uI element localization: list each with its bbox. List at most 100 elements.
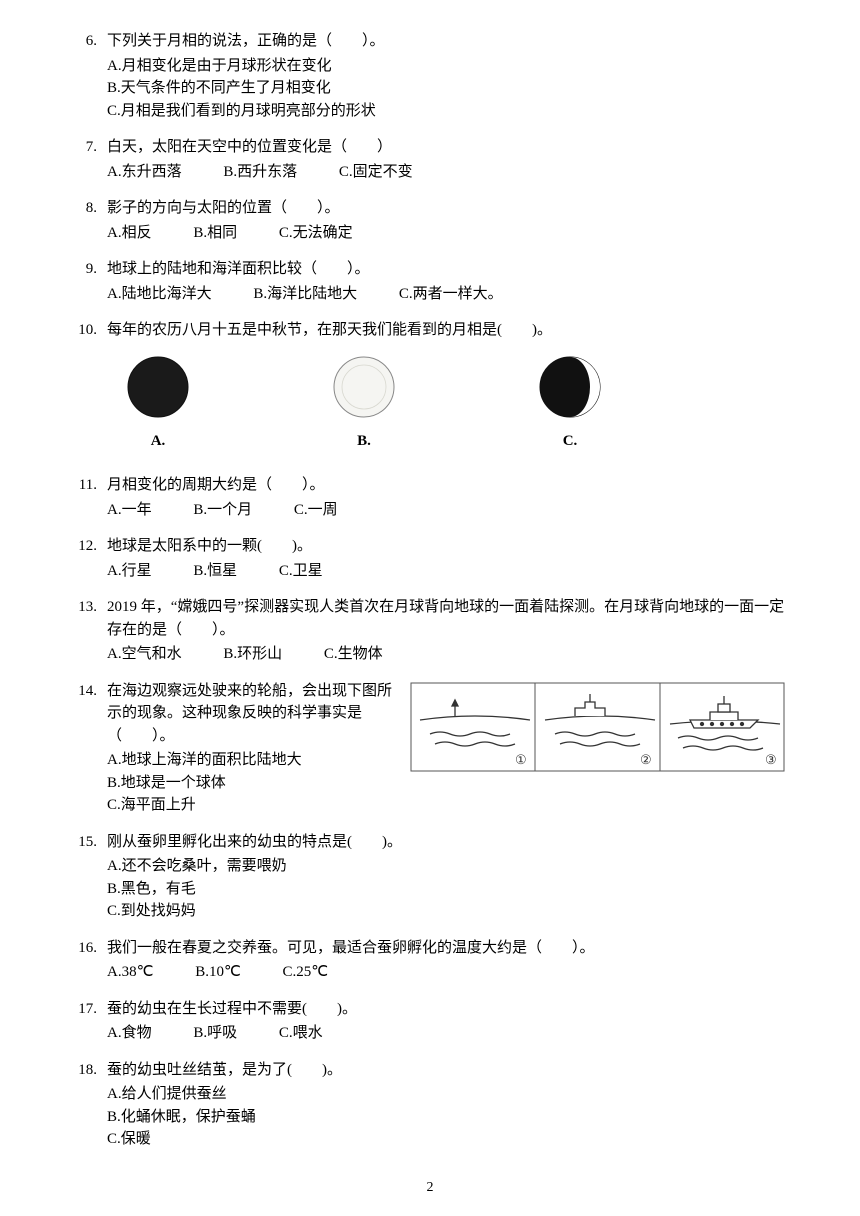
question-stem: 我们一般在春夏之交养蚕。可见，最适合蚕卵孵化的温度大约是（ ）。 bbox=[107, 937, 785, 960]
question-stem: 每年的农历八月十五是中秋节，在那天我们能看到的月相是( )。 bbox=[107, 319, 785, 342]
option-a: A.月相变化是由于月球形状在变化 bbox=[107, 55, 785, 78]
question-body: 我们一般在春夏之交养蚕。可见，最适合蚕卵孵化的温度大约是（ ）。 A.38℃ B… bbox=[107, 937, 785, 984]
options: A.食物 B.呼吸 C.喂水 bbox=[107, 1022, 785, 1045]
question-body: 下列关于月相的说法，正确的是（ ）。 A.月相变化是由于月球形状在变化 B.天气… bbox=[107, 30, 785, 122]
question-7: 7. 白天，太阳在天空中的位置变化是（ ） A.东升西落 B.西升东落 C.固定… bbox=[75, 136, 785, 183]
question-body: 地球是太阳系中的一颗( )。 A.行星 B.恒星 C.卫星 bbox=[107, 535, 785, 582]
moon-new-icon bbox=[125, 354, 191, 420]
option-a: A.东升西落 bbox=[107, 161, 182, 184]
question-body: 每年的农历八月十五是中秋节，在那天我们能看到的月相是( )。 A. B. bbox=[107, 319, 785, 460]
options: A.还不会吃桑叶，需要喂奶 B.黑色，有毛 C.到处找妈妈 bbox=[107, 855, 785, 923]
options: A.给人们提供蚕丝 B.化蛹休眠，保护蚕蛹 C.保暖 bbox=[107, 1083, 785, 1151]
options: A.陆地比海洋大 B.海洋比陆地大 C.两者一样大。 bbox=[107, 283, 785, 306]
ship-horizon-figure: ① ② bbox=[410, 682, 785, 772]
moon-full-icon bbox=[331, 354, 397, 420]
question-stem: 地球是太阳系中的一颗( )。 bbox=[107, 535, 785, 558]
option-c: C.月相是我们看到的月球明亮部分的形状 bbox=[107, 100, 785, 123]
question-9: 9. 地球上的陆地和海洋面积比较（ ）。 A.陆地比海洋大 B.海洋比陆地大 C… bbox=[75, 258, 785, 305]
question-stem: 蚕的幼虫在生长过程中不需要( )。 bbox=[107, 998, 785, 1021]
question-10: 10. 每年的农历八月十五是中秋节，在那天我们能看到的月相是( )。 A. B. bbox=[75, 319, 785, 460]
option-b: B.天气条件的不同产生了月相变化 bbox=[107, 77, 785, 100]
option-b: B.西升东落 bbox=[223, 161, 297, 184]
panel-label-3: ③ bbox=[765, 752, 777, 767]
question-14: 14. ① ② bbox=[75, 680, 785, 817]
options: A.相反 B.相同 C.无法确定 bbox=[107, 222, 785, 245]
option-c: C.生物体 bbox=[324, 643, 383, 666]
question-number: 10. bbox=[75, 319, 107, 460]
question-13: 13. 2019 年，“嫦娥四号”探测器实现人类首次在月球背向地球的一面着陆探测… bbox=[75, 596, 785, 666]
question-stem: 蚕的幼虫吐丝结茧，是为了( )。 bbox=[107, 1059, 785, 1082]
options: A.一年 B.一个月 C.一周 bbox=[107, 499, 785, 522]
options: A.38℃ B.10℃ C.25℃ bbox=[107, 961, 785, 984]
question-body: 影子的方向与太阳的位置（ ）。 A.相反 B.相同 C.无法确定 bbox=[107, 197, 785, 244]
option-a: A.还不会吃桑叶，需要喂奶 bbox=[107, 855, 785, 878]
option-a: A.空气和水 bbox=[107, 643, 182, 666]
option-b: B.一个月 bbox=[193, 499, 252, 522]
question-number: 18. bbox=[75, 1059, 107, 1151]
option-b: B.地球是一个球体 bbox=[107, 772, 785, 795]
question-stem: 刚从蚕卵里孵化出来的幼虫的特点是( )。 bbox=[107, 831, 785, 854]
question-stem: 白天，太阳在天空中的位置变化是（ ） bbox=[107, 136, 785, 159]
moon-crescent-icon bbox=[537, 354, 603, 420]
option-a: A.行星 bbox=[107, 560, 152, 583]
question-number: 16. bbox=[75, 937, 107, 984]
option-c: C.两者一样大。 bbox=[399, 283, 503, 306]
question-number: 15. bbox=[75, 831, 107, 923]
moon-phase-options: A. B. C. bbox=[125, 354, 785, 453]
options: A.行星 B.恒星 C.卫星 bbox=[107, 560, 785, 583]
moon-option-c: C. bbox=[537, 354, 603, 453]
question-number: 12. bbox=[75, 535, 107, 582]
question-body: 月相变化的周期大约是（ ）。 A.一年 B.一个月 C.一周 bbox=[107, 474, 785, 521]
question-number: 13. bbox=[75, 596, 107, 666]
option-b: B.海洋比陆地大 bbox=[253, 283, 357, 306]
question-stem: 月相变化的周期大约是（ ）。 bbox=[107, 474, 785, 497]
option-c: C.海平面上升 bbox=[107, 794, 785, 817]
question-number: 7. bbox=[75, 136, 107, 183]
question-number: 17. bbox=[75, 998, 107, 1045]
option-c: C.25℃ bbox=[283, 961, 329, 984]
option-label-b: B. bbox=[331, 430, 397, 453]
option-b: B.呼吸 bbox=[193, 1022, 237, 1045]
question-stem: 2019 年，“嫦娥四号”探测器实现人类首次在月球背向地球的一面着陆探测。在月球… bbox=[107, 596, 785, 641]
option-b: B.环形山 bbox=[223, 643, 282, 666]
moon-option-a: A. bbox=[125, 354, 191, 453]
question-6: 6. 下列关于月相的说法，正确的是（ ）。 A.月相变化是由于月球形状在变化 B… bbox=[75, 30, 785, 122]
option-b: B.恒星 bbox=[193, 560, 237, 583]
question-stem: 影子的方向与太阳的位置（ ）。 bbox=[107, 197, 785, 220]
options: A.月相变化是由于月球形状在变化 B.天气条件的不同产生了月相变化 C.月相是我… bbox=[107, 55, 785, 123]
option-label-a: A. bbox=[125, 430, 191, 453]
option-b: B.化蛹休眠，保护蚕蛹 bbox=[107, 1106, 785, 1129]
option-c: C.一周 bbox=[294, 499, 338, 522]
moon-option-b: B. bbox=[331, 354, 397, 453]
question-number: 8. bbox=[75, 197, 107, 244]
question-11: 11. 月相变化的周期大约是（ ）。 A.一年 B.一个月 C.一周 bbox=[75, 474, 785, 521]
question-body: 2019 年，“嫦娥四号”探测器实现人类首次在月球背向地球的一面着陆探测。在月球… bbox=[107, 596, 785, 666]
question-stem: 下列关于月相的说法，正确的是（ ）。 bbox=[107, 30, 785, 53]
option-c: C.无法确定 bbox=[279, 222, 353, 245]
option-b: B.黑色，有毛 bbox=[107, 878, 785, 901]
option-c: C.喂水 bbox=[279, 1022, 323, 1045]
option-a: A.一年 bbox=[107, 499, 152, 522]
question-stem: 地球上的陆地和海洋面积比较（ ）。 bbox=[107, 258, 785, 281]
option-c: C.保暖 bbox=[107, 1128, 785, 1151]
question-8: 8. 影子的方向与太阳的位置（ ）。 A.相反 B.相同 C.无法确定 bbox=[75, 197, 785, 244]
option-c: C.固定不变 bbox=[339, 161, 413, 184]
question-number: 9. bbox=[75, 258, 107, 305]
panel-label-2: ② bbox=[640, 752, 652, 767]
question-16: 16. 我们一般在春夏之交养蚕。可见，最适合蚕卵孵化的温度大约是（ ）。 A.3… bbox=[75, 937, 785, 984]
option-c: C.到处找妈妈 bbox=[107, 900, 785, 923]
question-body: 蚕的幼虫在生长过程中不需要( )。 A.食物 B.呼吸 C.喂水 bbox=[107, 998, 785, 1045]
question-body: 白天，太阳在天空中的位置变化是（ ） A.东升西落 B.西升东落 C.固定不变 bbox=[107, 136, 785, 183]
question-17: 17. 蚕的幼虫在生长过程中不需要( )。 A.食物 B.呼吸 C.喂水 bbox=[75, 998, 785, 1045]
question-18: 18. 蚕的幼虫吐丝结茧，是为了( )。 A.给人们提供蚕丝 B.化蛹休眠，保护… bbox=[75, 1059, 785, 1151]
option-a: A.陆地比海洋大 bbox=[107, 283, 212, 306]
option-a: A.38℃ bbox=[107, 961, 153, 984]
question-number: 14. bbox=[75, 680, 107, 817]
option-c: C.卫星 bbox=[279, 560, 323, 583]
question-number: 11. bbox=[75, 474, 107, 521]
question-15: 15. 刚从蚕卵里孵化出来的幼虫的特点是( )。 A.还不会吃桑叶，需要喂奶 B… bbox=[75, 831, 785, 923]
option-label-c: C. bbox=[537, 430, 603, 453]
option-a: A.给人们提供蚕丝 bbox=[107, 1083, 785, 1106]
question-body: 地球上的陆地和海洋面积比较（ ）。 A.陆地比海洋大 B.海洋比陆地大 C.两者… bbox=[107, 258, 785, 305]
option-a: A.食物 bbox=[107, 1022, 152, 1045]
